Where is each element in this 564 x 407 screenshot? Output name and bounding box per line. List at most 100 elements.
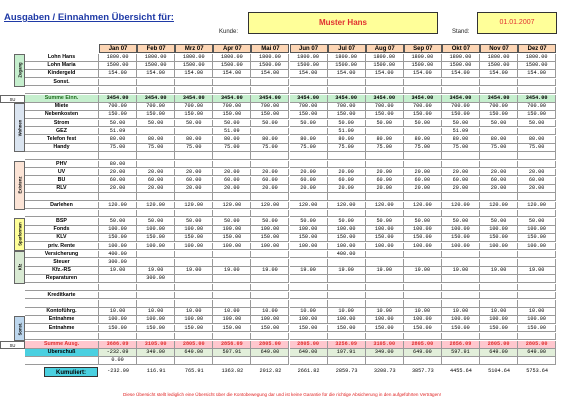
value-cell[interactable]: 1363.82 [213, 367, 252, 376]
value-cell[interactable] [99, 78, 138, 87]
value-cell[interactable] [327, 209, 366, 218]
value-cell[interactable]: 10.00 [441, 308, 480, 316]
value-cell[interactable]: 100.00 [289, 226, 328, 234]
value-cell[interactable]: 50.00 [289, 119, 328, 128]
value-cell[interactable] [403, 160, 442, 169]
value-cell[interactable]: 60.00 [365, 177, 404, 185]
value-cell[interactable]: 100.00 [99, 226, 138, 234]
value-cell[interactable]: 300.00 [99, 259, 138, 267]
value-cell[interactable]: 50.00 [480, 218, 519, 226]
value-cell[interactable] [441, 78, 480, 87]
value-cell[interactable]: 154.00 [327, 70, 366, 78]
value-cell[interactable]: 20.00 [327, 185, 366, 193]
value-cell[interactable] [441, 152, 480, 160]
value-cell[interactable]: 3686.09 [99, 341, 138, 349]
value-cell[interactable] [137, 209, 176, 218]
value-cell[interactable]: 100.00 [251, 242, 290, 251]
value-cell[interactable]: 19.00 [480, 267, 519, 275]
value-cell[interactable]: 2805.00 [251, 341, 290, 349]
value-cell[interactable]: 100.00 [251, 226, 290, 234]
month-header[interactable]: Apr 07 [213, 44, 252, 53]
value-cell[interactable]: 1500.00 [289, 62, 328, 70]
value-cell[interactable] [251, 86, 290, 95]
value-cell[interactable] [365, 283, 404, 292]
value-cell[interactable]: 649.00 [480, 349, 519, 357]
value-cell[interactable] [403, 283, 442, 292]
value-cell[interactable] [251, 275, 290, 283]
value-cell[interactable] [289, 209, 328, 218]
value-cell[interactable] [327, 160, 366, 169]
value-cell[interactable]: 50.00 [518, 218, 557, 226]
value-cell[interactable]: 100.00 [518, 316, 557, 324]
value-cell[interactable] [518, 283, 557, 292]
value-cell[interactable]: 80.00 [441, 136, 480, 144]
value-cell[interactable] [365, 300, 404, 308]
value-cell[interactable] [251, 127, 290, 136]
value-cell[interactable]: 154.00 [365, 70, 404, 78]
value-cell[interactable] [365, 160, 404, 169]
value-cell[interactable]: 400.00 [99, 250, 138, 259]
value-cell[interactable] [99, 152, 138, 160]
value-cell[interactable]: 80.00 [365, 136, 404, 144]
value-cell[interactable]: 60.00 [289, 177, 328, 185]
value-cell[interactable]: 10.00 [213, 308, 252, 316]
value-cell[interactable]: 0.00 [99, 357, 138, 365]
value-cell[interactable] [137, 78, 176, 87]
value-cell[interactable]: 2805.00 [403, 341, 442, 349]
value-cell[interactable]: 51.09 [441, 127, 480, 136]
value-cell[interactable]: 100.00 [175, 242, 214, 251]
value-cell[interactable]: 50.00 [251, 218, 290, 226]
value-cell[interactable]: 150.00 [251, 111, 290, 119]
value-cell[interactable] [441, 86, 480, 95]
value-cell[interactable]: 1800.00 [175, 54, 214, 62]
value-cell[interactable] [327, 78, 366, 87]
value-cell[interactable]: 20.00 [518, 168, 557, 177]
value-cell[interactable] [327, 300, 366, 308]
month-header[interactable]: Okt 07 [441, 44, 480, 53]
value-cell[interactable]: 10.00 [365, 308, 404, 316]
value-cell[interactable]: 2012.82 [251, 367, 290, 376]
value-cell[interactable] [213, 332, 252, 341]
value-cell[interactable] [518, 275, 557, 283]
value-cell[interactable] [175, 300, 214, 308]
value-cell[interactable] [137, 152, 176, 160]
value-cell[interactable] [175, 332, 214, 341]
value-cell[interactable]: 50.00 [327, 119, 366, 128]
value-cell[interactable] [365, 209, 404, 218]
value-cell[interactable]: 50.00 [251, 119, 290, 128]
value-cell[interactable]: 120.00 [480, 201, 519, 210]
value-cell[interactable]: 100.00 [403, 226, 442, 234]
value-cell[interactable]: -232.09 [99, 367, 138, 376]
value-cell[interactable]: 50.00 [99, 119, 138, 128]
value-cell[interactable] [403, 152, 442, 160]
value-cell[interactable]: 3256.09 [327, 341, 366, 349]
value-cell[interactable]: 3454.00 [403, 95, 442, 103]
value-cell[interactable]: 4455.64 [441, 367, 480, 376]
value-cell[interactable]: 100.00 [99, 316, 138, 324]
value-cell[interactable] [480, 152, 519, 160]
value-cell[interactable] [289, 291, 328, 300]
value-cell[interactable]: 19.00 [403, 267, 442, 275]
value-cell[interactable]: 60.00 [480, 177, 519, 185]
value-cell[interactable] [99, 300, 138, 308]
value-cell[interactable] [365, 127, 404, 136]
value-cell[interactable] [289, 283, 328, 292]
value-cell[interactable]: 700.00 [289, 103, 328, 111]
value-cell[interactable]: 80.00 [327, 136, 366, 144]
value-cell[interactable]: 19.00 [137, 267, 176, 275]
value-cell[interactable]: 100.00 [327, 316, 366, 324]
value-cell[interactable]: 150.00 [403, 234, 442, 242]
value-cell[interactable]: 19.00 [518, 267, 557, 275]
value-cell[interactable]: 700.00 [518, 103, 557, 111]
value-cell[interactable]: 649.00 [518, 349, 557, 357]
value-cell[interactable]: 50.00 [213, 119, 252, 128]
value-cell[interactable]: 3454.00 [289, 95, 328, 103]
value-cell[interactable]: 100.00 [137, 242, 176, 251]
value-cell[interactable] [251, 160, 290, 169]
value-cell[interactable] [137, 291, 176, 300]
value-cell[interactable] [518, 332, 557, 341]
value-cell[interactable] [175, 78, 214, 87]
value-cell[interactable]: 150.00 [518, 324, 557, 333]
value-cell[interactable]: 1500.00 [251, 62, 290, 70]
value-cell[interactable]: 154.00 [175, 70, 214, 78]
